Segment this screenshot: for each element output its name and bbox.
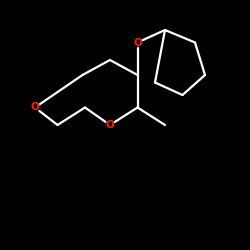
Text: O: O [106, 120, 114, 130]
Text: O: O [30, 102, 40, 113]
Text: O: O [133, 38, 142, 48]
